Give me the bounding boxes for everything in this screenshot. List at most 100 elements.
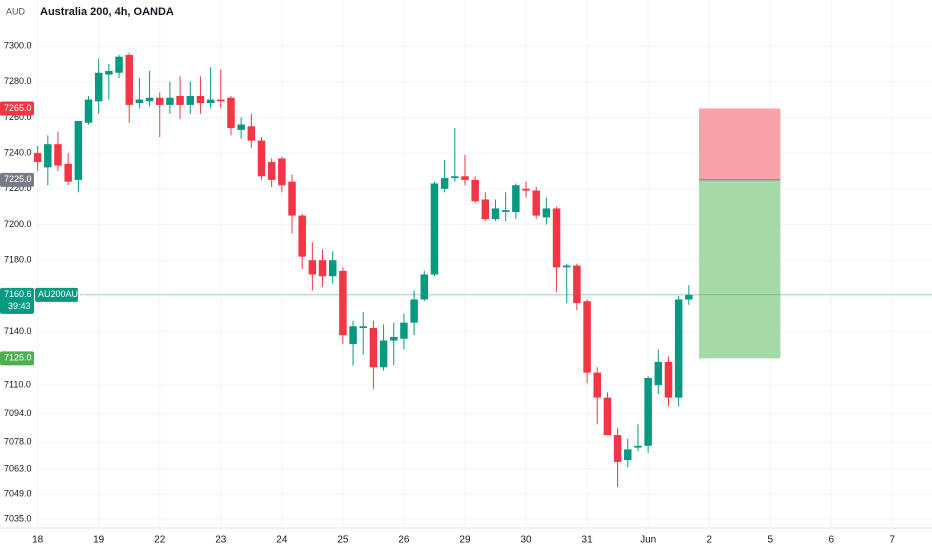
candle-body (440, 178, 449, 189)
candle-body (593, 372, 602, 398)
countdown-label: 39:43 (8, 301, 31, 311)
candle-body (288, 181, 296, 216)
candle-body (400, 322, 408, 339)
candle-body (522, 188, 530, 191)
y-tick-label: 7240.0 (4, 147, 32, 157)
x-tick-label: Jun (640, 535, 656, 546)
candle-body (166, 97, 174, 105)
candle-body (94, 72, 103, 102)
currency-label: AUD (6, 6, 26, 16)
y-tick-label: 7300.0 (4, 40, 32, 50)
candle-body (471, 179, 479, 202)
candle-body (501, 210, 510, 212)
candle-body (247, 126, 256, 141)
candle-body (654, 361, 663, 386)
candle-body (674, 299, 683, 398)
y-tick-label: 7200.0 (4, 219, 32, 229)
x-tick-label: 7 (890, 535, 896, 546)
candle-body (257, 140, 266, 177)
price-tag-label: 7225.0 (4, 174, 32, 184)
candle-body (461, 176, 469, 180)
chart-title: Australia 200, 4h, OANDA (40, 6, 174, 18)
candle-body (481, 199, 490, 220)
last-price-tag (0, 287, 34, 314)
candle-body (491, 208, 500, 220)
candle-body (115, 56, 123, 73)
candle-body (54, 144, 62, 166)
candle-body (155, 97, 164, 105)
candle-body (328, 260, 337, 277)
plot (0, 0, 932, 529)
candle-body (217, 99, 225, 102)
candle-body (390, 336, 398, 341)
candle-body (634, 445, 642, 448)
x-tick-label: 6 (828, 535, 834, 546)
candle-body (624, 449, 632, 461)
x-tick-label: 19 (93, 535, 105, 546)
y-tick-label: 7280.0 (4, 76, 32, 86)
price-tag (0, 172, 34, 187)
x-tick-label: 23 (215, 535, 227, 546)
last-price-label: 7160.6 (4, 289, 32, 299)
candle-body (135, 99, 144, 104)
candle-body (420, 274, 429, 300)
candle-body (196, 95, 205, 104)
candle-body (74, 120, 83, 180)
y-tick-label: 7110.0 (4, 380, 31, 390)
x-tick-label: 18 (32, 535, 44, 546)
y-tick-label: 7180.0 (4, 255, 32, 265)
candle-body (410, 299, 418, 323)
candle-body (278, 158, 286, 186)
candle-body (186, 95, 195, 105)
candle-body (359, 326, 367, 329)
candle-body (33, 153, 42, 163)
y-tick-label: 7140.0 (4, 326, 32, 336)
candle-body (532, 190, 540, 216)
candle-body (318, 260, 327, 277)
stop-zone (699, 108, 781, 180)
candle-body (267, 162, 276, 180)
candle-body (603, 397, 612, 436)
y-tick-label: 7049.0 (4, 488, 32, 498)
candle-body (84, 99, 93, 123)
y-tick-label: 7260.0 (4, 112, 32, 122)
y-tick-label: 7063.0 (4, 463, 32, 473)
y-tick-label: 7078.0 (4, 437, 32, 447)
candle-body (44, 144, 52, 168)
symbol-label: AU200AUD (38, 289, 85, 299)
candle-body (562, 265, 571, 268)
candle-body (573, 265, 581, 304)
y-tick-label: 7220.0 (4, 183, 32, 193)
candle-body (685, 294, 693, 300)
y-tick-label: 7035.0 (4, 513, 32, 523)
x-tick-label: 29 (459, 535, 471, 546)
symbol-tag (35, 287, 78, 302)
candle-body (237, 124, 245, 130)
candle-body (542, 208, 551, 218)
price-tag (0, 101, 34, 116)
candle-body (552, 208, 561, 268)
candle-body (613, 435, 622, 462)
candle-body (430, 183, 439, 275)
price-tag (0, 351, 34, 366)
candle-body (379, 340, 388, 368)
overlay: 7300.0 7280.0 7260.0 7240.0 7220.0 7200.0 7180… (0, 40, 896, 546)
candle-body (512, 185, 520, 212)
x-tick-label: 2 (706, 535, 712, 546)
candle-body (298, 215, 306, 257)
candle-body (176, 95, 184, 105)
candle-body (369, 328, 378, 368)
target-zone (699, 179, 781, 359)
y-tick-label: 7094.0 (4, 408, 32, 418)
x-tick-label: 22 (154, 535, 166, 546)
candle-body (349, 326, 357, 345)
candle-body (64, 163, 72, 182)
x-tick-label: 26 (398, 535, 410, 546)
price-tag-label: 7265.0 (4, 103, 32, 113)
candle-body (339, 270, 347, 336)
x-tick-label: 24 (276, 535, 288, 546)
candle-body (664, 361, 673, 398)
candle-body (145, 97, 154, 102)
candle-body (308, 260, 317, 275)
